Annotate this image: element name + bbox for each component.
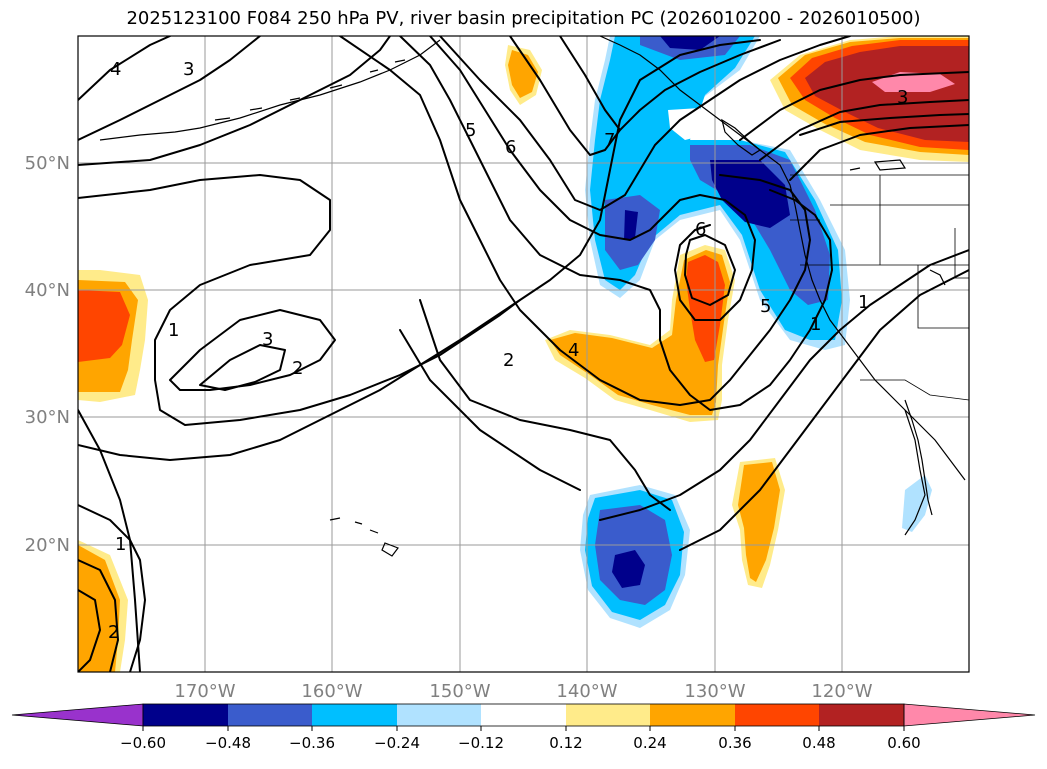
contour-label: 1 xyxy=(168,320,179,341)
lon-label-160w: 160°W xyxy=(301,681,362,702)
colorbar-bin xyxy=(650,704,735,726)
colorbar: −0.60 −0.48 −0.36 −0.24 −0.12 0.12 0.24 … xyxy=(11,703,1036,752)
contour-label: 1 xyxy=(115,534,126,555)
contour-label: 6 xyxy=(695,219,706,240)
colorbar-tick-label: −0.36 xyxy=(289,734,335,752)
shade-neg-south-060 xyxy=(612,550,645,588)
na-west-coast xyxy=(599,36,966,481)
colorbar-tick-label: −0.48 xyxy=(205,734,251,752)
colorbar-tick-label: 0.60 xyxy=(887,734,920,752)
colorbar-tick-label: 0.12 xyxy=(549,734,582,752)
contour-label: 5 xyxy=(465,120,476,141)
colorbar-bin xyxy=(312,704,397,726)
colorbar-bin xyxy=(143,704,228,726)
shade-neg-baja xyxy=(902,475,932,532)
lon-label-170w: 170°W xyxy=(174,681,235,702)
colorbar-tick-label: −0.12 xyxy=(458,734,504,752)
contour-label: 7 xyxy=(604,130,615,151)
contour-label: 2 xyxy=(503,350,514,371)
us-mexico-border xyxy=(860,379,969,401)
contour-label: 1 xyxy=(810,314,821,335)
shade-pos-left-inner xyxy=(78,290,130,362)
latitude-labels: 50°N 40°N 30°N 20°N xyxy=(25,153,70,556)
colorbar-tick-label: −0.60 xyxy=(120,734,166,752)
colorbar-bin xyxy=(735,704,819,726)
colorbar-outline xyxy=(142,703,905,727)
colorbar-tick-label: 0.36 xyxy=(718,734,751,752)
shade-neg-coast-light xyxy=(668,108,705,140)
colorbar-bin xyxy=(566,704,650,726)
figure-title: 2025123100 F084 250 hPa PV, river basin … xyxy=(126,8,921,29)
lat-label-40n: 40°N xyxy=(25,280,70,301)
lon-label-120w: 120°W xyxy=(811,681,872,702)
contour-label: 1 xyxy=(858,292,869,313)
colorbar-bin xyxy=(397,704,481,726)
lon-label-140w: 140°W xyxy=(556,681,617,702)
colorbar-tick-label: −0.24 xyxy=(374,734,420,752)
colorbar-bin xyxy=(481,704,566,726)
contour-label: 6 xyxy=(505,137,516,158)
pv-contours xyxy=(78,36,969,672)
shade-neg-central-060 xyxy=(624,36,790,240)
lon-label-130w: 130°W xyxy=(684,681,745,702)
longitude-labels: 170°W 160°W 150°W 140°W 130°W 120°W xyxy=(174,681,872,702)
lat-label-50n: 50°N xyxy=(25,153,70,174)
colorbar-ticks xyxy=(142,726,905,731)
contour-label: 3 xyxy=(183,59,194,80)
lat-label-20n: 20°N xyxy=(25,535,70,556)
shade-pos-ne-max xyxy=(872,72,955,92)
shade-pos-ne-060 xyxy=(805,46,969,142)
contour-labels: 4 3 5 6 7 1 3 2 2 4 6 5 1 3 2 1 1 xyxy=(108,59,908,643)
colorbar-tick-label: 0.24 xyxy=(633,734,666,752)
shade-pos-central-mid xyxy=(550,250,730,415)
coastlines xyxy=(99,36,969,557)
colorbar-under-triangle xyxy=(11,703,144,727)
colorbar-bin xyxy=(228,704,312,726)
contour-label: 4 xyxy=(110,59,121,80)
lon-label-150w: 150°W xyxy=(429,681,490,702)
hawaii-islands xyxy=(329,517,399,557)
contour-label: 4 xyxy=(568,340,579,361)
map-background xyxy=(78,36,969,672)
map-frame xyxy=(77,35,970,673)
shade-pos-top-small-mid xyxy=(508,50,538,98)
colorbar-bin xyxy=(819,704,904,726)
contour-label: 5 xyxy=(760,296,771,317)
colorbar-tick-label: 0.48 xyxy=(802,734,835,752)
shade-pos-south-strip xyxy=(738,462,780,582)
contour-label: 2 xyxy=(108,622,119,643)
contour-label: 3 xyxy=(897,87,908,108)
shade-pos-bottom-left xyxy=(78,545,120,672)
lat-label-30n: 30°N xyxy=(25,407,70,428)
precipitation-shading xyxy=(78,36,969,672)
alaska-aleutians-coast xyxy=(99,39,441,141)
colorbar-over-triangle xyxy=(903,703,1036,727)
contour-label: 3 xyxy=(262,329,273,350)
gulf-islands xyxy=(849,159,946,286)
contour-label: 2 xyxy=(292,358,303,379)
baja-peninsula xyxy=(904,409,926,536)
vancouver-island xyxy=(721,118,762,156)
